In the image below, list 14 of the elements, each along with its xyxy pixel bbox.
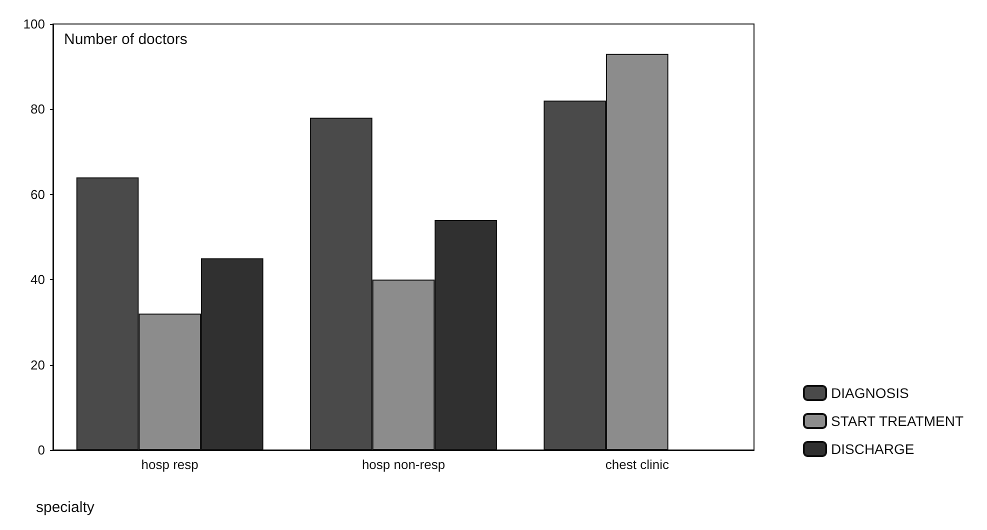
y-tick-label: 60: [30, 186, 45, 202]
legend-label: DISCHARGE: [831, 441, 914, 457]
x-axis-title: specialty: [36, 499, 95, 516]
legend-label: DIAGNOSIS: [831, 385, 909, 401]
y-tick-label: 40: [30, 272, 45, 288]
y-axis-title: Number of doctors: [64, 31, 188, 48]
x-tick-label: hosp resp: [141, 457, 198, 472]
y-tick-label: 20: [30, 357, 45, 372]
legend-label: START TREATMENT: [831, 413, 964, 429]
x-tick-label: hosp non-resp: [362, 457, 446, 472]
y-tick-label: 80: [30, 102, 45, 117]
y-tick-label: 0: [38, 442, 45, 458]
x-tick-label: chest clinic: [605, 457, 670, 472]
y-tick-label: 100: [23, 16, 45, 32]
